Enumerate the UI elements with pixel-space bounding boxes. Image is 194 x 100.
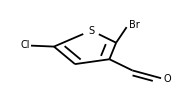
Text: Cl: Cl [20, 40, 30, 50]
Text: S: S [88, 26, 94, 36]
Text: Br: Br [129, 20, 140, 30]
Text: O: O [164, 74, 171, 84]
